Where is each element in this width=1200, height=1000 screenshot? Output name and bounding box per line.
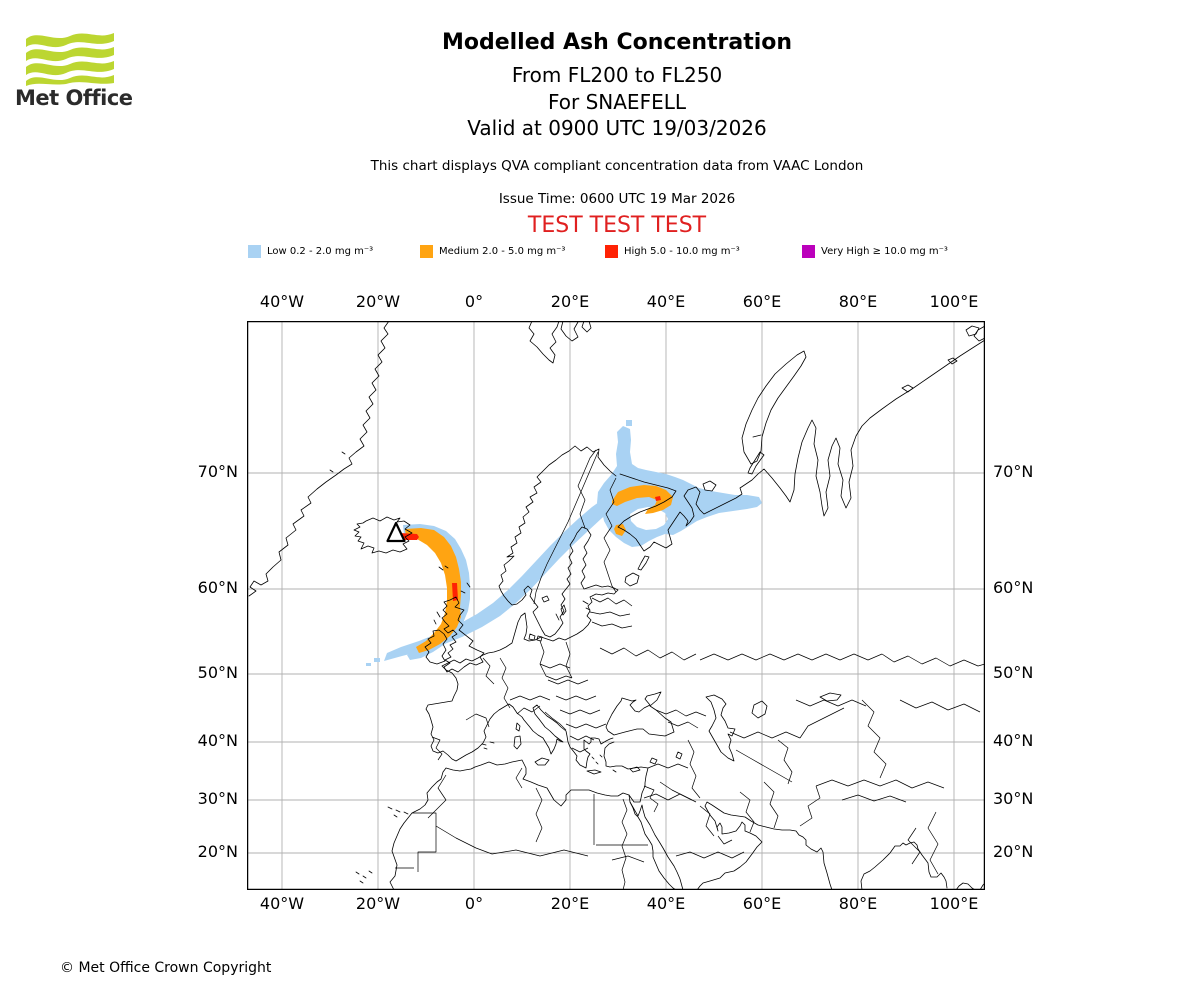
lat-label-right-30n: 30°N xyxy=(993,789,1034,808)
legend-label-medium: Medium 2.0 - 5.0 mg m⁻³ xyxy=(439,246,566,257)
page-title: Modelled Ash Concentration xyxy=(441,30,793,55)
lat-label-left-50n: 50°N xyxy=(197,663,238,682)
legend-label-low: Low 0.2 - 2.0 mg m⁻³ xyxy=(267,246,374,257)
lon-label-bot-0: 0° xyxy=(464,894,484,913)
lat-label-right-70n: 70°N xyxy=(993,462,1034,481)
legend-item-very-high: Very High ≥ 10.0 mg m⁻³ xyxy=(802,245,948,258)
logo-wordmark: Met Office xyxy=(15,86,133,110)
lon-label-top-0: 0° xyxy=(464,292,484,311)
copyright-text: © Met Office Crown Copyright xyxy=(60,960,272,976)
lat-label-right-40n: 40°N xyxy=(993,731,1034,750)
ash-dispersion-map xyxy=(247,321,985,890)
legend-swatch-medium xyxy=(420,245,433,258)
legend-item-medium: Medium 2.0 - 5.0 mg m⁻³ xyxy=(420,245,565,258)
lon-label-bot-100e: 100°E xyxy=(929,894,979,913)
logo-waves xyxy=(26,33,114,86)
country-borders xyxy=(395,449,985,890)
lon-label-bot-40w: 40°W xyxy=(259,894,305,913)
issue-time: Issue Time: 0600 UTC 19 Mar 2026 xyxy=(498,191,736,207)
lon-label-top-80e: 80°E xyxy=(838,292,878,311)
lon-label-top-60e: 60°E xyxy=(742,292,782,311)
lon-label-top-20e: 20°E xyxy=(550,292,590,311)
lat-label-right-50n: 50°N xyxy=(993,663,1034,682)
legend-item-low: Low 0.2 - 2.0 mg m⁻³ xyxy=(248,245,373,258)
legend-swatch-high xyxy=(605,245,618,258)
lon-label-top-40w: 40°W xyxy=(259,292,305,311)
legend-swatch-low xyxy=(248,245,261,258)
map-frame xyxy=(247,321,985,890)
subtitle-volcano: For SNAEFELL xyxy=(547,90,686,114)
lon-label-bot-20w: 20°W xyxy=(355,894,401,913)
lon-label-top-20w: 20°W xyxy=(355,292,401,311)
met-office-logo-icon xyxy=(26,33,114,86)
legend-label-high: High 5.0 - 10.0 mg m⁻³ xyxy=(624,246,740,257)
lat-label-left-60n: 60°N xyxy=(197,578,238,597)
lat-label-left-30n: 30°N xyxy=(197,789,238,808)
volcano-triangle-marker xyxy=(386,521,406,543)
lat-label-left-40n: 40°N xyxy=(197,731,238,750)
lon-label-bot-60e: 60°E xyxy=(742,894,782,913)
legend-label-very-high: Very High ≥ 10.0 mg m⁻³ xyxy=(821,246,948,257)
lon-label-bot-40e: 40°E xyxy=(646,894,686,913)
coastlines xyxy=(248,321,985,890)
ash-layer-medium xyxy=(405,485,673,653)
lon-label-top-100e: 100°E xyxy=(929,292,979,311)
lon-label-top-40e: 40°E xyxy=(646,292,686,311)
test-banner: TEST TEST TEST xyxy=(527,213,707,238)
lon-label-bot-80e: 80°E xyxy=(838,894,878,913)
legend-item-high: High 5.0 - 10.0 mg m⁻³ xyxy=(605,245,740,258)
qva-description: This chart displays QVA compliant concen… xyxy=(370,158,864,174)
legend-swatch-very-high xyxy=(802,245,815,258)
lat-label-right-20n: 20°N xyxy=(993,842,1034,861)
lat-label-left-70n: 70°N xyxy=(197,462,238,481)
subtitle-flight-levels: From FL200 to FL250 xyxy=(511,63,723,87)
lon-label-bot-20e: 20°E xyxy=(550,894,590,913)
subtitle-valid-time: Valid at 0900 UTC 19/03/2026 xyxy=(467,116,767,140)
map-gridlines xyxy=(247,321,985,890)
ash-layer-high xyxy=(400,496,661,601)
lat-label-left-20n: 20°N xyxy=(197,842,238,861)
lat-label-right-60n: 60°N xyxy=(993,578,1034,597)
